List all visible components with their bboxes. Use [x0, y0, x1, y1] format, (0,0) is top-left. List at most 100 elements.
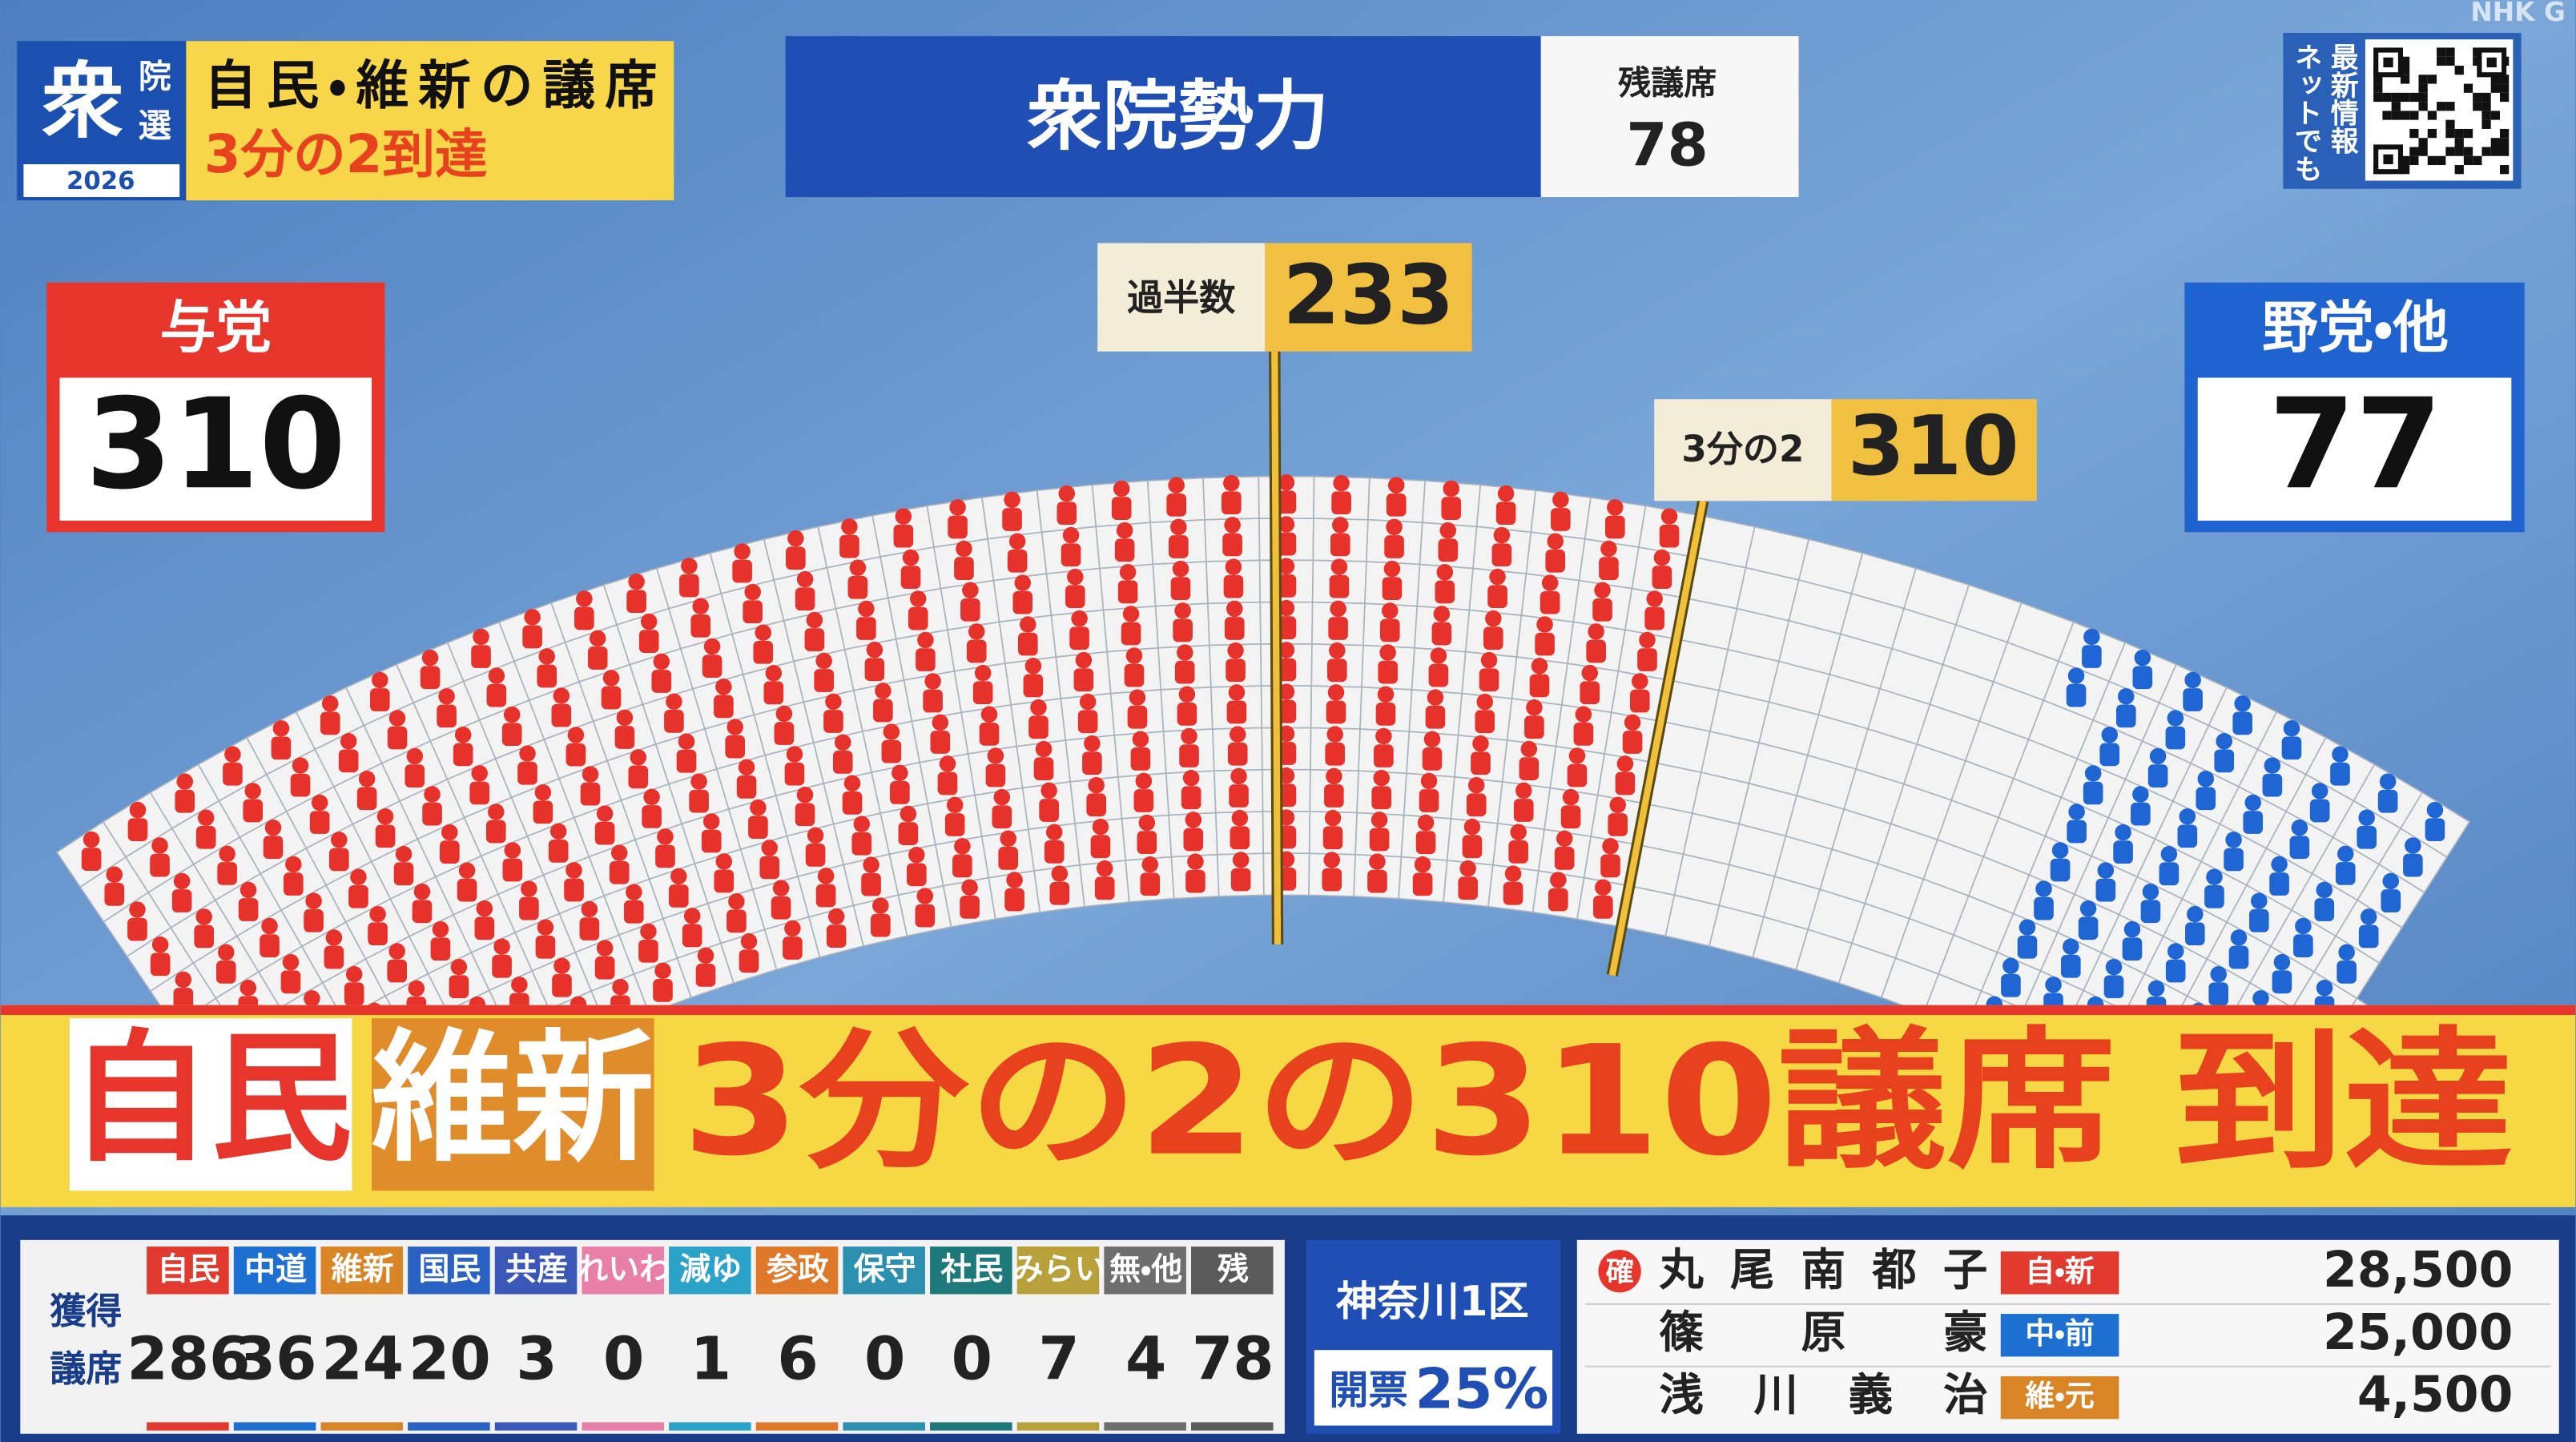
seat-head — [358, 770, 376, 787]
seat-body — [566, 743, 586, 767]
qr-cell — [2499, 147, 2510, 156]
seat-head — [2332, 746, 2349, 763]
seat-head — [524, 609, 541, 626]
seat-body — [422, 802, 442, 826]
seat-body — [1513, 799, 1534, 822]
seat-body — [1652, 566, 1672, 590]
qr-cell — [2463, 128, 2473, 139]
seat-head — [1035, 740, 1053, 758]
seat-head — [596, 940, 614, 957]
seat-head — [1067, 568, 1084, 586]
seat-head — [1616, 755, 1634, 772]
seat-head — [1045, 824, 1063, 841]
seat-head — [2216, 733, 2232, 750]
seat-head — [761, 840, 778, 856]
seat-body — [2272, 970, 2292, 994]
seat-head — [750, 799, 767, 816]
seat-body — [2165, 726, 2186, 750]
seat-head — [670, 868, 687, 885]
seat-body — [1466, 793, 1487, 817]
seat-head — [807, 827, 824, 844]
qr-cell — [2454, 147, 2464, 156]
party-seats: 24 — [321, 1325, 404, 1394]
seat-body — [784, 762, 805, 786]
seat-body — [1044, 840, 1065, 864]
qr-cell — [2418, 75, 2428, 84]
seat-body — [2103, 975, 2124, 999]
seat-head — [151, 936, 169, 953]
seat-head — [2051, 842, 2069, 859]
party-header-box — [494, 1247, 578, 1295]
seat-head — [1515, 782, 1532, 800]
seat-body — [1503, 881, 1523, 905]
seat-head — [2358, 809, 2375, 826]
seat-head — [900, 805, 917, 823]
seat-head — [376, 808, 394, 825]
seat-head — [843, 775, 861, 791]
seat-body — [1605, 515, 1625, 539]
qr-cell — [2400, 155, 2410, 166]
seat-body — [290, 773, 311, 797]
seat-body — [655, 844, 675, 868]
seat-head — [630, 749, 647, 766]
qr-cell — [2418, 102, 2428, 111]
badge-sub: 選 — [139, 107, 171, 145]
seat-body — [551, 703, 572, 727]
seat-head — [581, 900, 598, 918]
seat-body — [594, 956, 615, 980]
seat-body — [260, 934, 280, 957]
seat-head — [875, 683, 892, 699]
seat-body — [669, 884, 689, 908]
seat-body — [826, 924, 847, 948]
seat-body — [194, 924, 214, 949]
qr-cell — [2454, 66, 2464, 75]
seat-head — [2206, 868, 2223, 885]
seat-body — [1173, 618, 1193, 642]
seat-head — [2179, 808, 2196, 825]
seat-head — [678, 733, 695, 750]
seat-body — [930, 731, 951, 754]
seat-head — [1062, 526, 1080, 544]
seat-head — [1541, 574, 1559, 591]
seat-body — [320, 711, 340, 735]
seat-head — [2405, 837, 2421, 854]
seat-head — [345, 965, 363, 983]
seat-head — [1472, 735, 1489, 752]
seat-body — [2403, 853, 2423, 877]
seat-body — [851, 832, 872, 856]
seat-body — [535, 935, 556, 959]
seat-head — [1383, 560, 1401, 578]
seat-body — [786, 546, 806, 570]
party-header-box — [1016, 1247, 1100, 1295]
seat-head — [744, 583, 761, 601]
seat-head — [1443, 480, 1459, 497]
seat-head — [1329, 642, 1346, 659]
seat-head — [949, 499, 966, 516]
seat-head — [2101, 727, 2118, 743]
seat-head — [866, 641, 883, 659]
party-tag: 中・前 — [2025, 1316, 2094, 1351]
seat-head — [2426, 801, 2444, 819]
seat-head — [450, 958, 468, 976]
seat-body — [1121, 622, 1141, 646]
seat-head — [616, 709, 634, 727]
seat-head — [519, 745, 536, 762]
seat-body — [1230, 826, 1250, 850]
seat-head — [1600, 540, 1617, 558]
seat-body — [329, 848, 349, 872]
qr-cell — [2409, 111, 2419, 120]
seat-head — [2019, 919, 2036, 936]
seat-head — [567, 727, 585, 743]
party-name: 減ゆ — [679, 1251, 742, 1287]
seat-body — [1177, 702, 1197, 726]
seat-head — [956, 540, 972, 558]
seat-body — [2185, 922, 2205, 946]
seat-body — [1127, 705, 1148, 729]
two-thirds-value: 310 — [1848, 399, 2019, 494]
seat-body — [795, 587, 815, 611]
seat-head — [1387, 477, 1405, 493]
qr-cell — [2499, 75, 2510, 84]
party-tag: 自・新 — [2025, 1254, 2094, 1288]
two-thirds-label: 3分の2 — [1681, 428, 1804, 470]
banner-edge — [0, 1005, 2576, 1015]
